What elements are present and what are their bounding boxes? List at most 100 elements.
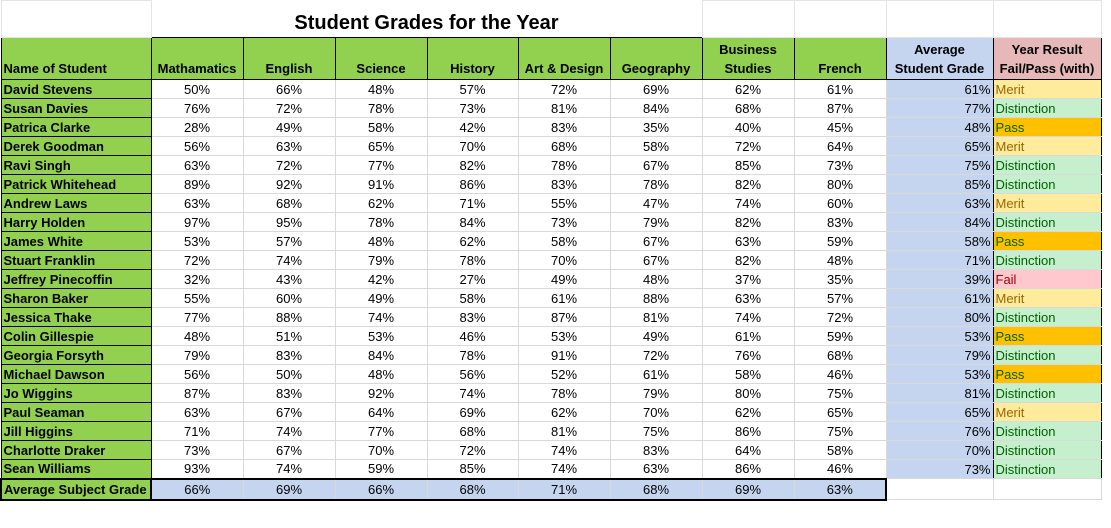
student-name-cell[interactable]: Stuart Franklin (0, 250, 152, 270)
grade-cell[interactable]: 53% (334, 326, 428, 346)
average-grade-cell[interactable]: 63% (885, 193, 994, 213)
grade-cell[interactable]: 77% (334, 421, 428, 441)
grade-cell[interactable]: 48% (609, 269, 703, 289)
grade-cell[interactable]: 68% (793, 345, 887, 365)
grade-cell[interactable]: 72% (150, 250, 244, 270)
grade-cell[interactable]: 60% (242, 288, 336, 308)
grade-cell[interactable]: 62% (701, 79, 795, 99)
subject-average-cell[interactable]: 69% (701, 477, 795, 501)
grade-cell[interactable]: 87% (793, 98, 887, 118)
grade-cell[interactable]: 75% (793, 383, 887, 403)
year-result-cell[interactable]: Distinction (992, 421, 1102, 441)
year-result-cell[interactable]: Fail (992, 269, 1102, 289)
grade-cell[interactable]: 83% (517, 117, 611, 137)
grade-cell[interactable]: 80% (793, 174, 887, 194)
subject-average-cell[interactable]: 69% (242, 477, 336, 501)
average-grade-cell[interactable]: 53% (885, 326, 994, 346)
average-grade-cell[interactable]: 48% (885, 117, 994, 137)
student-name-cell[interactable]: Susan Davies (0, 98, 152, 118)
average-grade-cell[interactable]: 76% (885, 421, 994, 441)
student-name-cell[interactable]: Michael Dawson (0, 364, 152, 384)
grade-cell[interactable]: 59% (793, 231, 887, 251)
average-grade-cell[interactable]: 85% (885, 174, 994, 194)
grade-cell[interactable]: 35% (793, 269, 887, 289)
grade-cell[interactable]: 74% (242, 421, 336, 441)
grade-cell[interactable]: 52% (517, 364, 611, 384)
year-result-cell[interactable]: Distinction (992, 345, 1102, 365)
subject-average-cell[interactable]: 66% (334, 477, 428, 501)
grade-cell[interactable]: 95% (242, 212, 336, 232)
grade-cell[interactable]: 42% (334, 269, 428, 289)
grade-cell[interactable]: 69% (609, 79, 703, 99)
grade-cell[interactable]: 67% (242, 440, 336, 460)
grade-cell[interactable]: 83% (242, 345, 336, 365)
grade-cell[interactable]: 49% (242, 117, 336, 137)
grade-cell[interactable]: 97% (150, 212, 244, 232)
grade-cell[interactable]: 88% (609, 288, 703, 308)
grade-cell[interactable]: 72% (242, 155, 336, 175)
grade-cell[interactable]: 84% (609, 98, 703, 118)
grade-cell[interactable]: 62% (426, 231, 519, 251)
grade-cell[interactable]: 46% (426, 326, 519, 346)
cell[interactable] (885, 0, 994, 38)
cell[interactable] (701, 0, 795, 38)
grade-cell[interactable]: 68% (242, 193, 336, 213)
grade-cell[interactable]: 67% (242, 402, 336, 422)
average-grade-cell[interactable]: 84% (885, 212, 994, 232)
grade-cell[interactable]: 78% (609, 174, 703, 194)
average-subject-grade-label[interactable]: Average Subject Grade (0, 477, 152, 501)
grade-cell[interactable]: 48% (334, 79, 428, 99)
grade-cell[interactable]: 70% (426, 136, 519, 156)
student-name-cell[interactable]: Colin Gillespie (0, 326, 152, 346)
grade-cell[interactable]: 58% (793, 440, 887, 460)
student-name-cell[interactable]: Ravi Singh (0, 155, 152, 175)
student-name-cell[interactable]: Jessica Thake (0, 307, 152, 327)
grade-cell[interactable]: 83% (609, 440, 703, 460)
grade-cell[interactable]: 62% (517, 402, 611, 422)
student-name-cell[interactable]: Patrica Clarke (0, 117, 152, 137)
grade-cell[interactable]: 91% (517, 345, 611, 365)
grade-cell[interactable]: 70% (609, 402, 703, 422)
grade-cell[interactable]: 74% (517, 440, 611, 460)
student-name-cell[interactable]: Jill Higgins (0, 421, 152, 441)
grade-cell[interactable]: 84% (426, 212, 519, 232)
grade-cell[interactable]: 82% (701, 250, 795, 270)
grade-cell[interactable]: 85% (701, 155, 795, 175)
grade-cell[interactable]: 57% (242, 231, 336, 251)
grade-cell[interactable]: 79% (334, 250, 428, 270)
grade-cell[interactable]: 82% (701, 174, 795, 194)
student-name-cell[interactable]: James White (0, 231, 152, 251)
grade-cell[interactable]: 63% (150, 193, 244, 213)
average-grade-cell[interactable]: 77% (885, 98, 994, 118)
student-name-cell[interactable]: Georgia Forsyth (0, 345, 152, 365)
header-year-result[interactable]: Year Result Fail/Pass (with) (992, 37, 1102, 80)
grade-cell[interactable]: 72% (609, 345, 703, 365)
grade-cell[interactable]: 65% (793, 402, 887, 422)
grade-cell[interactable]: 74% (517, 459, 611, 479)
student-name-cell[interactable]: Harry Holden (0, 212, 152, 232)
grade-cell[interactable]: 83% (793, 212, 887, 232)
grade-cell[interactable]: 76% (701, 345, 795, 365)
student-name-cell[interactable]: Sharon Baker (0, 288, 152, 308)
grade-cell[interactable]: 65% (334, 136, 428, 156)
grade-cell[interactable]: 61% (517, 288, 611, 308)
grade-cell[interactable]: 58% (701, 364, 795, 384)
year-result-cell[interactable]: Pass (992, 117, 1102, 137)
cell[interactable] (885, 478, 994, 500)
grade-cell[interactable]: 61% (609, 364, 703, 384)
year-result-cell[interactable]: Distinction (992, 440, 1102, 460)
grade-cell[interactable]: 79% (609, 212, 703, 232)
grade-cell[interactable]: 83% (517, 174, 611, 194)
grade-cell[interactable]: 53% (150, 231, 244, 251)
subject-average-cell[interactable]: 68% (609, 477, 703, 501)
grade-cell[interactable]: 78% (426, 250, 519, 270)
year-result-cell[interactable]: Pass (992, 326, 1102, 346)
grade-cell[interactable]: 77% (334, 155, 428, 175)
grade-cell[interactable]: 72% (701, 136, 795, 156)
sheet-title[interactable]: Student Grades for the Year (294, 12, 559, 34)
grade-cell[interactable]: 53% (517, 326, 611, 346)
student-name-cell[interactable]: Sean Williams (0, 459, 152, 479)
year-result-cell[interactable]: Distinction (992, 250, 1102, 270)
year-result-cell[interactable]: Distinction (992, 383, 1102, 403)
grade-cell[interactable]: 35% (609, 117, 703, 137)
